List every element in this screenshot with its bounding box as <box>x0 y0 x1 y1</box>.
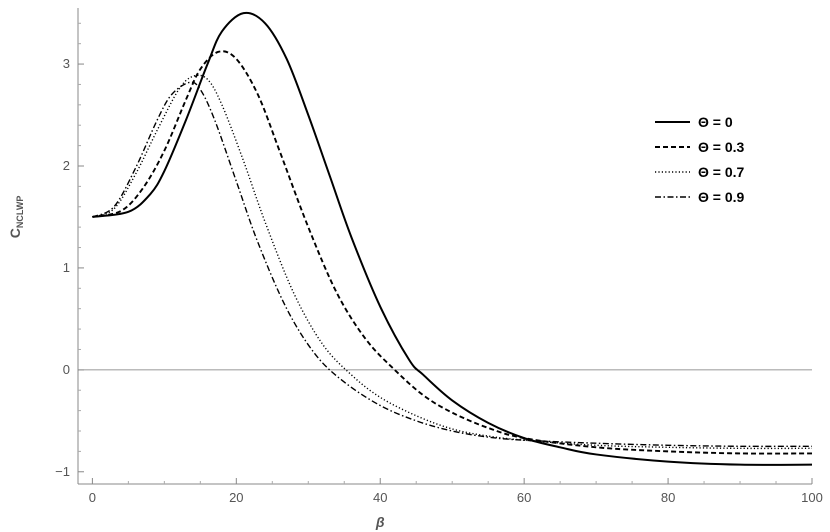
legend-label-1: Θ = 0.3 <box>698 139 745 155</box>
y-axis-label: CNCLWP <box>7 196 25 239</box>
y-axis-label-main: C <box>7 228 23 238</box>
legend-label-3: Θ = 0.9 <box>698 189 745 205</box>
series-line-0 <box>92 11 813 466</box>
x-tick-label: 80 <box>661 490 675 505</box>
legend: Θ = 0 Θ = 0.3 Θ = 0.7 Θ = 0.9 <box>655 114 745 205</box>
series-layer <box>92 11 813 466</box>
series-line-3 <box>92 81 813 448</box>
x-tick-label: 40 <box>373 490 387 505</box>
series-line-1 <box>92 50 813 455</box>
axes: 0 20 40 60 80 100 −1 0 1 2 3 <box>55 8 823 505</box>
legend-label-0: Θ = 0 <box>698 114 733 130</box>
x-tick-label: 100 <box>801 490 823 505</box>
y-tick-label: 2 <box>63 158 70 173</box>
y-tick-label: 0 <box>63 362 70 377</box>
x-axis-label: β <box>375 514 385 530</box>
x-tick-label: 60 <box>517 490 531 505</box>
series-line-2 <box>92 74 813 450</box>
y-tick-label: 1 <box>63 260 70 275</box>
x-tick-label: 0 <box>89 490 96 505</box>
x-tick-label: 20 <box>229 490 243 505</box>
legend-label-2: Θ = 0.7 <box>698 164 745 180</box>
y-tick-label: 3 <box>63 56 70 71</box>
y-axis-label-subscript: NCLWP <box>15 196 25 229</box>
y-tick-label: −1 <box>55 464 70 479</box>
